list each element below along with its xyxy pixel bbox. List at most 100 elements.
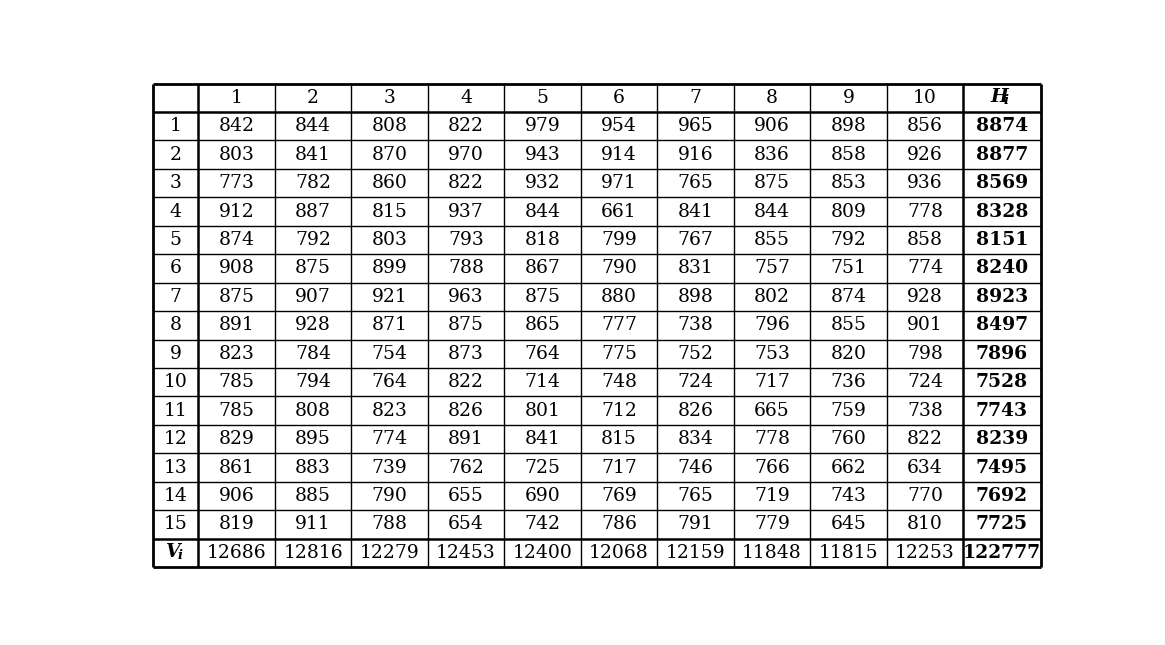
Text: 5: 5 bbox=[537, 89, 549, 107]
Text: 823: 823 bbox=[372, 402, 408, 420]
Text: 6: 6 bbox=[170, 259, 182, 277]
Text: 12159: 12159 bbox=[665, 544, 726, 562]
Text: 9: 9 bbox=[842, 89, 854, 107]
Text: 12068: 12068 bbox=[589, 544, 649, 562]
Text: 844: 844 bbox=[524, 203, 560, 221]
Text: 765: 765 bbox=[678, 487, 713, 505]
Text: 12453: 12453 bbox=[436, 544, 496, 562]
Text: 875: 875 bbox=[219, 288, 255, 306]
Text: 932: 932 bbox=[524, 174, 560, 192]
Text: 765: 765 bbox=[678, 174, 713, 192]
Text: 790: 790 bbox=[601, 259, 637, 277]
Text: 790: 790 bbox=[372, 487, 408, 505]
Text: 777: 777 bbox=[601, 316, 637, 334]
Text: 770: 770 bbox=[908, 487, 942, 505]
Text: 690: 690 bbox=[524, 487, 560, 505]
Text: 739: 739 bbox=[372, 459, 408, 477]
Text: 791: 791 bbox=[678, 515, 713, 533]
Text: 786: 786 bbox=[601, 515, 637, 533]
Text: 719: 719 bbox=[754, 487, 790, 505]
Text: 912: 912 bbox=[219, 203, 254, 221]
Text: 778: 778 bbox=[908, 203, 942, 221]
Text: 822: 822 bbox=[449, 117, 483, 135]
Text: 764: 764 bbox=[524, 345, 560, 362]
Text: 725: 725 bbox=[524, 459, 560, 477]
Text: 784: 784 bbox=[295, 345, 331, 362]
Text: 826: 826 bbox=[678, 402, 713, 420]
Text: 908: 908 bbox=[219, 259, 254, 277]
Text: 937: 937 bbox=[449, 203, 483, 221]
Text: 12816: 12816 bbox=[283, 544, 343, 562]
Text: 788: 788 bbox=[449, 259, 483, 277]
Text: 831: 831 bbox=[678, 259, 713, 277]
Text: 742: 742 bbox=[524, 515, 560, 533]
Text: 874: 874 bbox=[831, 288, 867, 306]
Text: 7725: 7725 bbox=[976, 515, 1028, 533]
Text: 7743: 7743 bbox=[976, 402, 1028, 420]
Text: 634: 634 bbox=[908, 459, 942, 477]
Text: 8569: 8569 bbox=[976, 174, 1028, 192]
Text: 819: 819 bbox=[219, 515, 254, 533]
Text: 870: 870 bbox=[372, 146, 408, 164]
Text: 898: 898 bbox=[831, 117, 867, 135]
Text: 841: 841 bbox=[678, 203, 713, 221]
Text: 6: 6 bbox=[613, 89, 624, 107]
Text: 753: 753 bbox=[754, 345, 790, 362]
Text: 743: 743 bbox=[831, 487, 867, 505]
Text: 936: 936 bbox=[908, 174, 942, 192]
Text: 954: 954 bbox=[601, 117, 637, 135]
Text: 785: 785 bbox=[219, 373, 255, 392]
Text: 724: 724 bbox=[678, 373, 713, 392]
Text: 764: 764 bbox=[372, 373, 408, 392]
Text: 778: 778 bbox=[754, 430, 790, 448]
Text: 874: 874 bbox=[219, 231, 255, 249]
Text: 754: 754 bbox=[372, 345, 408, 362]
Text: 774: 774 bbox=[908, 259, 942, 277]
Text: 898: 898 bbox=[678, 288, 713, 306]
Text: 8497: 8497 bbox=[976, 316, 1028, 334]
Text: 759: 759 bbox=[831, 402, 867, 420]
Text: 757: 757 bbox=[754, 259, 790, 277]
Text: 714: 714 bbox=[524, 373, 560, 392]
Text: 792: 792 bbox=[295, 231, 331, 249]
Text: 665: 665 bbox=[754, 402, 790, 420]
Text: 801: 801 bbox=[524, 402, 560, 420]
Text: 15: 15 bbox=[164, 515, 188, 533]
Text: 661: 661 bbox=[601, 203, 637, 221]
Text: 712: 712 bbox=[601, 402, 637, 420]
Text: 10: 10 bbox=[164, 373, 188, 392]
Text: 12253: 12253 bbox=[895, 544, 955, 562]
Text: 782: 782 bbox=[295, 174, 331, 192]
Text: 875: 875 bbox=[524, 288, 560, 306]
Text: 11815: 11815 bbox=[819, 544, 878, 562]
Text: 880: 880 bbox=[601, 288, 637, 306]
Text: 9: 9 bbox=[170, 345, 182, 362]
Text: i: i bbox=[177, 549, 182, 562]
Text: 11: 11 bbox=[164, 402, 188, 420]
Text: 858: 858 bbox=[908, 231, 942, 249]
Text: 752: 752 bbox=[678, 345, 713, 362]
Text: 810: 810 bbox=[908, 515, 942, 533]
Text: 736: 736 bbox=[831, 373, 867, 392]
Text: 970: 970 bbox=[449, 146, 483, 164]
Text: 855: 855 bbox=[754, 231, 790, 249]
Text: 2: 2 bbox=[170, 146, 182, 164]
Text: 943: 943 bbox=[524, 146, 560, 164]
Text: 820: 820 bbox=[831, 345, 867, 362]
Text: 841: 841 bbox=[524, 430, 560, 448]
Text: 773: 773 bbox=[219, 174, 254, 192]
Text: 7692: 7692 bbox=[976, 487, 1028, 505]
Text: 12279: 12279 bbox=[360, 544, 419, 562]
Text: 822: 822 bbox=[449, 373, 483, 392]
Text: 803: 803 bbox=[219, 146, 254, 164]
Text: 844: 844 bbox=[754, 203, 790, 221]
Text: 8151: 8151 bbox=[976, 231, 1029, 249]
Text: 844: 844 bbox=[295, 117, 331, 135]
Text: 853: 853 bbox=[831, 174, 867, 192]
Text: 809: 809 bbox=[831, 203, 867, 221]
Text: 724: 724 bbox=[908, 373, 942, 392]
Text: 834: 834 bbox=[678, 430, 713, 448]
Text: V: V bbox=[165, 542, 181, 561]
Text: 829: 829 bbox=[219, 430, 254, 448]
Text: 8874: 8874 bbox=[976, 117, 1029, 135]
